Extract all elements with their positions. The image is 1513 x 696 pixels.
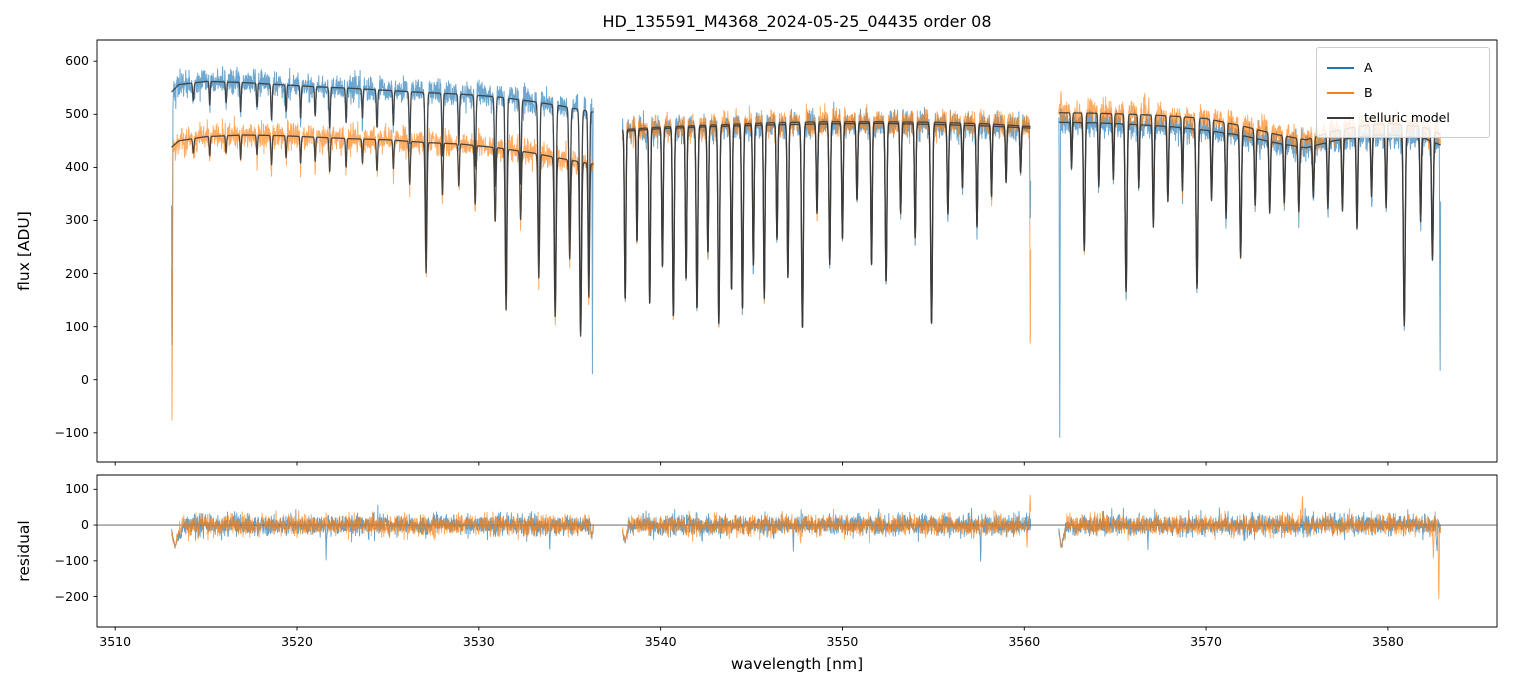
flux-tick-label: 0	[81, 371, 89, 387]
residual-tick-label: −200	[54, 588, 89, 604]
legend-label: B	[1364, 85, 1373, 100]
x-tick-label: 3560	[1008, 634, 1041, 649]
x-tick-label: 3550	[826, 634, 859, 649]
flux-tick-label: 600	[65, 53, 89, 69]
residual-tick-label: 0	[81, 517, 89, 533]
flux-tick-label: 200	[65, 265, 89, 281]
x-tick-label: 3530	[462, 634, 495, 649]
legend-line-swatch	[1327, 66, 1354, 69]
x-tick-label: 3520	[281, 634, 313, 649]
flux-tick-label: −100	[54, 424, 89, 440]
x-tick-label: 3580	[1372, 634, 1404, 649]
legend-label: A	[1364, 60, 1373, 75]
flux-tick-label: 500	[65, 106, 89, 122]
legend-line-swatch	[1327, 116, 1354, 119]
flux-tick-label: 100	[65, 318, 89, 334]
x-tick-label: 3510	[99, 634, 132, 649]
flux-tick-label: 300	[65, 212, 89, 228]
legend-line-swatch	[1327, 91, 1354, 94]
flux-tick-label: 400	[65, 159, 89, 175]
x-tick-label: 3570	[1190, 634, 1222, 649]
legend-entry-a: A	[1327, 55, 1477, 80]
x-tick-label: 3540	[644, 634, 677, 649]
legend-entry-b: B	[1327, 80, 1477, 105]
residual-tick-label: −100	[54, 552, 89, 568]
wavelength-axis-label: wavelength [nm]	[730, 655, 864, 673]
figure-title: HD_135591_M4368_2024-05-25_04435 order 0…	[602, 12, 992, 31]
legend-entry-telluric-model: telluric model	[1327, 105, 1477, 130]
legend-label: telluric model	[1364, 110, 1450, 125]
residual-tick-label: 100	[65, 481, 89, 497]
